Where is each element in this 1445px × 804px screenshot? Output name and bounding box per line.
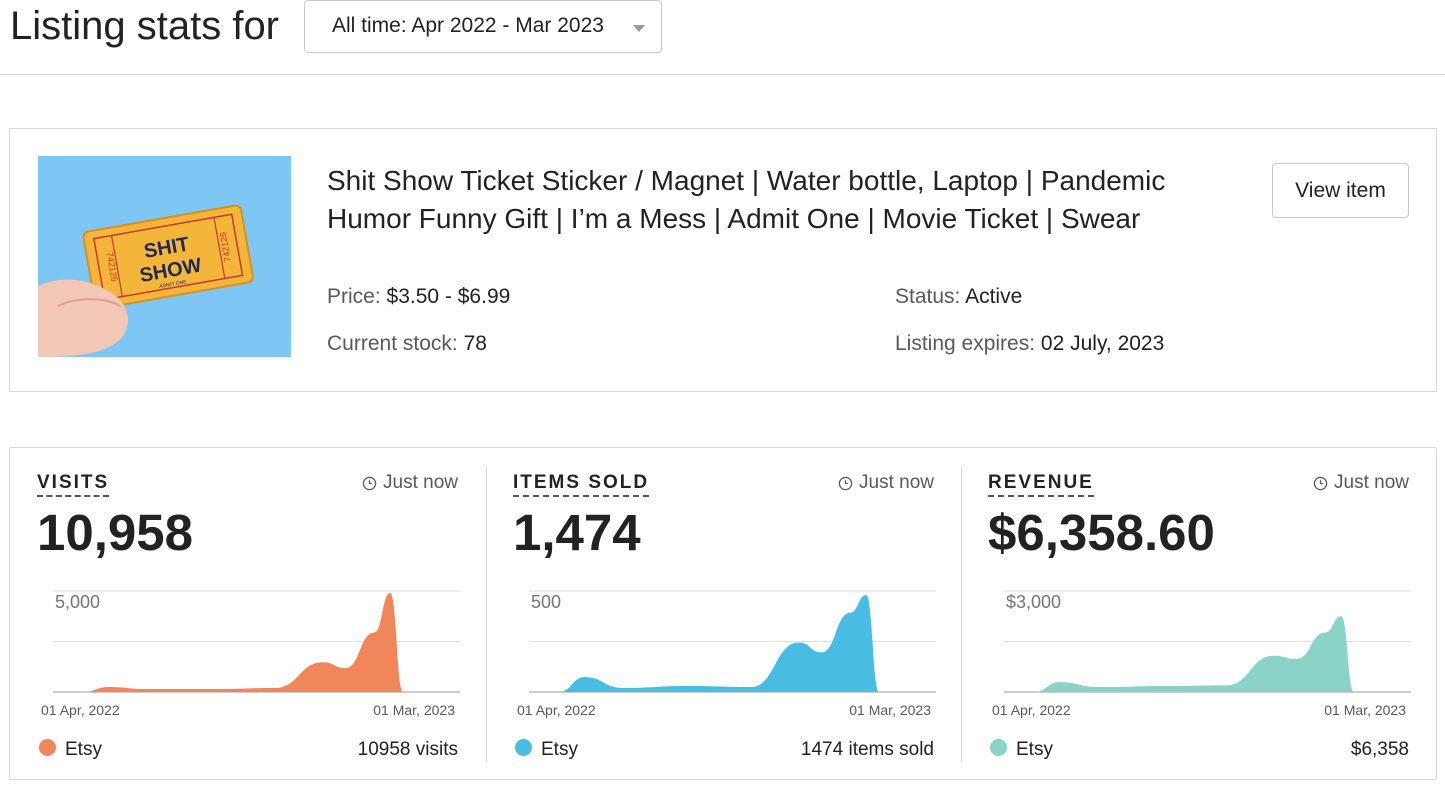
y-tick-label: $3,000 [1006,592,1061,612]
legend-dot [39,739,56,756]
updated-text: Just now [859,472,934,493]
page-header: Listing stats for All time: Apr 2022 - M… [0,0,1445,75]
x-tick-start: 01 Apr, 2022 [992,702,1071,718]
visits-chart: 5,000 01 Apr, 2022 01 Mar, 2023 [41,590,460,718]
updated-indicator: Just now [1313,472,1409,494]
stock-label: Current stock: [327,332,458,355]
x-tick-end: 01 Mar, 2023 [373,702,455,718]
clock-icon [362,476,377,490]
legend-name: Etsy [541,739,578,760]
x-tick-end: 01 Mar, 2023 [1324,702,1406,718]
clock-icon [838,476,853,490]
stat-value: $6,358.60 [988,504,1215,561]
area-series-etsy [1034,616,1355,692]
stat-label[interactable]: REVENUE [988,472,1094,497]
divider [961,466,962,763]
legend-name: Etsy [1016,739,1053,760]
stat-label[interactable]: VISITS [37,472,110,497]
stock-row: Current stock: 78 [327,332,487,356]
price-row: Price: $3.50 - $6.99 [327,285,510,309]
stats-card: VISITS Just now 10,958 5,000 01 Apr, 2022… [9,447,1437,780]
visits-panel: VISITS Just now 10,958 5,000 01 Apr, 2022… [10,448,485,781]
legend-total: $6,358 [1350,739,1409,760]
x-tick-start: 01 Apr, 2022 [41,702,120,718]
status-label: Status: [895,285,961,308]
expires-value: 02 July, 2023 [1040,332,1165,355]
revenue-panel: REVENUE Just now $6,358.60 $3,000 01 Apr,… [961,448,1436,781]
legend-dot [515,739,532,756]
status-value: Active [965,285,1023,308]
divider [486,466,487,763]
stat-value: 10,958 [37,504,193,561]
legend-total: 10958 visits [357,739,458,760]
stock-value: 78 [463,332,487,355]
stat-label[interactable]: ITEMS SOLD [513,472,650,497]
ticket-text-small: ADMIT ONE [159,279,188,290]
listing-title[interactable]: Shit Show Ticket Sticker / Magnet | Wate… [327,165,1166,234]
clock-icon [1313,476,1328,490]
updated-text: Just now [1334,472,1409,493]
updated-indicator: Just now [838,472,934,494]
updated-text: Just now [383,472,458,493]
y-tick-label: 500 [531,592,561,612]
date-range-label: All time: Apr 2022 - Mar 2023 [332,14,604,37]
revenue-chart: $3,000 01 Apr, 2022 01 Mar, 2023 [992,590,1411,718]
date-range-dropdown[interactable]: All time: Apr 2022 - Mar 2023 [304,0,662,53]
legend-total: 1474 items sold [800,739,934,760]
listing-thumbnail[interactable]: SHIT SHOW ADMIT ONE 742126 742126 [38,156,291,357]
x-tick-end: 01 Mar, 2023 [849,702,931,718]
price-label: Price: [327,285,381,308]
updated-indicator: Just now [362,472,458,494]
legend-name: Etsy [65,739,102,760]
status-row: Status: Active [895,285,1022,309]
chevron-down-icon [633,25,645,32]
expires-row: Listing expires: 02 July, 2023 [895,332,1164,356]
x-tick-start: 01 Apr, 2022 [517,702,596,718]
y-tick-label: 5,000 [55,592,100,612]
stat-value: 1,474 [513,504,641,561]
area-series-etsy [83,593,404,692]
items-sold-chart: 500 01 Apr, 2022 01 Mar, 2023 [517,590,936,718]
legend-dot [990,739,1007,756]
ticket-image: SHIT SHOW ADMIT ONE 742126 742126 [38,156,291,357]
page-title: Listing stats for [10,4,280,48]
area-series-etsy [559,594,880,692]
expires-label: Listing expires: [895,332,1036,355]
view-item-button[interactable]: View item [1272,163,1409,218]
items-sold-panel: ITEMS SOLD Just now 1,474 500 01 Apr, 202… [486,448,961,781]
price-value: $3.50 - $6.99 [386,285,511,308]
listing-card: SHIT SHOW ADMIT ONE 742126 742126 Shit S… [9,128,1437,392]
